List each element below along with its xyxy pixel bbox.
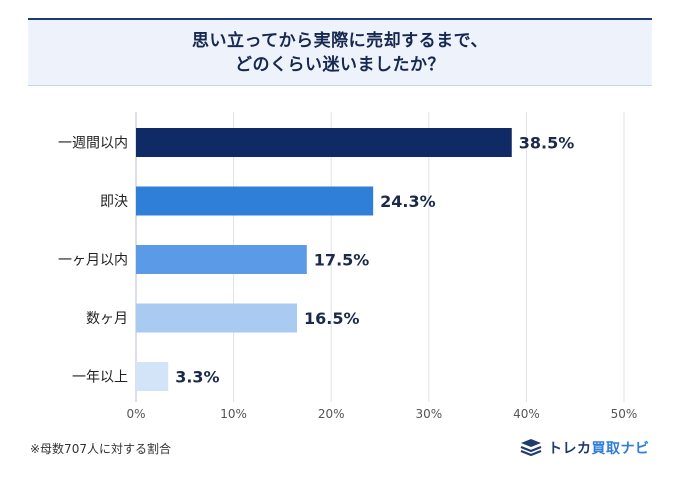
chart-title-line-1: 思い立ってから実際に売却するまで、 [192, 30, 488, 51]
value-label: 3.3% [175, 368, 219, 387]
title-box: 思い立ってから実際に売却するまで、 どのくらい迷いましたか？ [28, 18, 652, 86]
category-label: 即決 [100, 194, 128, 210]
brand-name-part2: 買取ナビ [591, 441, 650, 457]
bar [136, 362, 169, 391]
value-label: 16.5% [304, 309, 360, 328]
chart-title-line-2: どのくらい迷いましたか？ [235, 54, 445, 75]
brand-name: トレカ買取ナビ [548, 438, 650, 458]
x-tick-label: 0% [126, 407, 145, 421]
stack-icon [520, 439, 542, 457]
bar [136, 303, 298, 333]
category-label: 一週間以内 [58, 136, 128, 152]
category-label: 一年以上 [72, 370, 128, 386]
category-label: 一ヶ月以内 [58, 253, 128, 269]
x-tick-label: 20% [318, 407, 345, 421]
bar [136, 186, 374, 216]
value-label: 24.3% [380, 192, 436, 211]
x-tick-label: 10% [220, 407, 247, 421]
x-tick-label: 50% [611, 407, 638, 421]
x-tick-label: 40% [513, 407, 540, 421]
bar [136, 245, 307, 274]
value-label: 17.5% [314, 251, 370, 270]
brand-logo: トレカ買取ナビ [520, 438, 650, 458]
bar [136, 128, 512, 157]
category-label: 数ヶ月 [86, 311, 128, 327]
x-tick-label: 30% [415, 407, 442, 421]
brand-name-part1: トレカ [548, 441, 592, 457]
value-label: 38.5% [519, 134, 575, 153]
footnote: ※母数707人に対する割合 [30, 442, 171, 456]
